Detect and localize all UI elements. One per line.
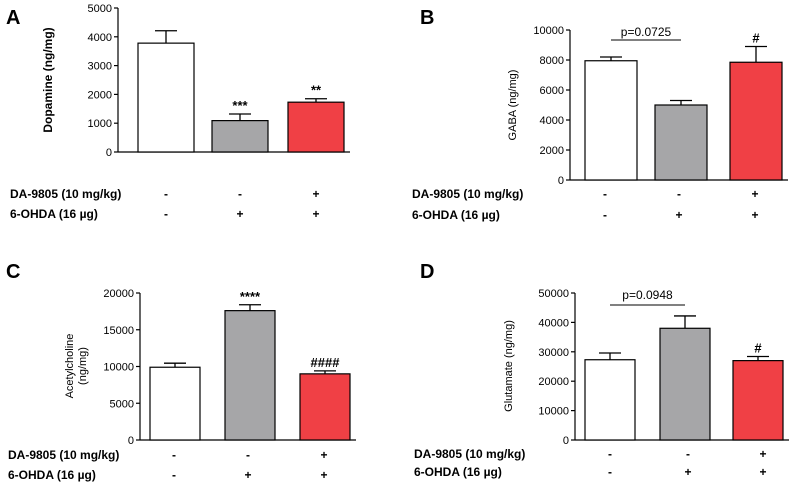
y-tick-label: 0 [106, 147, 112, 159]
treatment-sign: - [172, 448, 176, 462]
treatment-sign: - [164, 207, 168, 221]
bar-3 [299, 373, 351, 441]
y-tick-label: 0 [128, 435, 134, 447]
y-tick-label: 10000 [103, 362, 134, 374]
y-tick-label: 4000 [88, 32, 112, 44]
treatment-label: 6-OHDA (16 µg) [10, 207, 98, 221]
treatment-sign: - [608, 465, 612, 479]
y-tick-label: 0 [563, 435, 569, 447]
treatment-sign: - [246, 448, 250, 462]
treatment-sign: - [686, 447, 690, 461]
p-value-label: p=0.0725 [621, 25, 672, 39]
y-tick-label: 15000 [103, 325, 134, 337]
significance-mark-3: # [752, 31, 760, 46]
significance-mark-2: *** [232, 98, 248, 113]
panel-c: C 0 5000 10000 15000 20000 Acetylcholine (ng/mg… [6, 261, 356, 482]
bar-1 [584, 359, 636, 441]
treatment-label: 6-OHDA (16 µg) [414, 465, 502, 479]
y-tick-label: 5000 [88, 3, 112, 15]
y-tick-label: 2000 [540, 145, 564, 157]
treatment-sign: - [238, 187, 242, 201]
panel-letter-c: C [6, 261, 20, 283]
treatment-sign: + [684, 465, 691, 479]
bar-1 [149, 366, 201, 441]
significance-mark-2: **** [240, 289, 261, 304]
panel-d: D 0 10000 20000 30000 40000 50000 Glutamate (ng… [414, 261, 789, 479]
y-tick-label: 30000 [538, 347, 569, 359]
panel-letter-b: B [420, 7, 434, 29]
bar-3 [732, 360, 784, 441]
significance-mark-3: #### [311, 355, 341, 370]
significance-mark-3: ** [311, 83, 322, 98]
treatment-sign: + [312, 187, 319, 201]
y-axis-label: Dopamine (ng/mg) [41, 27, 55, 132]
treatment-label: 6-OHDA (16 µg) [8, 468, 96, 482]
y-tick-label: 2000 [88, 89, 112, 101]
bar-2 [654, 104, 708, 181]
treatment-sign: + [759, 447, 766, 461]
treatment-sign: - [164, 187, 168, 201]
treatment-sign: - [603, 208, 607, 222]
treatment-label: DA-9805 (10 mg/kg) [10, 187, 121, 201]
bar-2 [211, 120, 269, 153]
y-axis-label-line: (ng/mg) [77, 347, 89, 385]
treatment-sign: + [751, 208, 758, 222]
treatment-sign: - [603, 187, 607, 201]
treatment-sign: + [312, 207, 319, 221]
y-tick-label: 6000 [540, 85, 564, 97]
bar-3 [729, 61, 783, 181]
bar-2 [224, 310, 276, 441]
y-axis-label: Glutamate (ng/mg) [503, 320, 515, 412]
treatment-sign: - [677, 187, 681, 201]
treatment-label: DA-9805 (10 mg/kg) [412, 187, 523, 201]
y-axis-label: GABA (ng/mg) [507, 70, 519, 141]
treatment-label: 6-OHDA (16 µg) [412, 208, 500, 222]
p-value-label: p=0.0948 [622, 288, 673, 302]
bar-2 [659, 327, 711, 441]
y-tick-label: 10000 [538, 406, 569, 418]
treatment-sign: + [675, 208, 682, 222]
bar-1 [137, 42, 195, 153]
treatment-label: DA-9805 (10 mg/kg) [8, 448, 119, 462]
treatment-sign: + [759, 465, 766, 479]
y-tick-label: 50000 [538, 288, 569, 300]
significance-mark-3: # [754, 341, 762, 356]
y-tick-label: 40000 [538, 317, 569, 329]
treatment-sign: + [751, 187, 758, 201]
y-tick-label: 0 [558, 175, 564, 187]
y-tick-label: 20000 [538, 376, 569, 388]
y-tick-label: 5000 [110, 398, 134, 410]
panel-a: A 0 1000 2000 3000 4000 5000 Dopamine (ng/mg) **… [6, 3, 350, 221]
treatment-sign: + [244, 468, 251, 482]
y-tick-label: 4000 [540, 115, 564, 127]
y-tick-label: 8000 [540, 55, 564, 67]
y-tick-label: 10000 [533, 25, 564, 37]
bar-3 [287, 101, 345, 153]
treatment-sign: - [172, 468, 176, 482]
treatment-label: DA-9805 (10 mg/kg) [414, 447, 525, 461]
panel-letter-d: D [420, 261, 434, 283]
y-tick-label: 3000 [88, 61, 112, 73]
y-axis-label-line: Acetylcholine [64, 334, 76, 399]
panel-letter-a: A [6, 7, 20, 29]
panel-b: B 0 2000 4000 6000 8000 10000 GABA (ng/mg) # p=0.… [412, 7, 788, 222]
treatment-sign: + [236, 207, 243, 221]
treatment-sign: + [320, 448, 327, 462]
treatment-sign: - [608, 447, 612, 461]
y-tick-label: 1000 [88, 118, 112, 130]
treatment-sign: + [320, 468, 327, 482]
bar-1 [584, 60, 638, 181]
y-tick-label: 20000 [103, 288, 134, 300]
